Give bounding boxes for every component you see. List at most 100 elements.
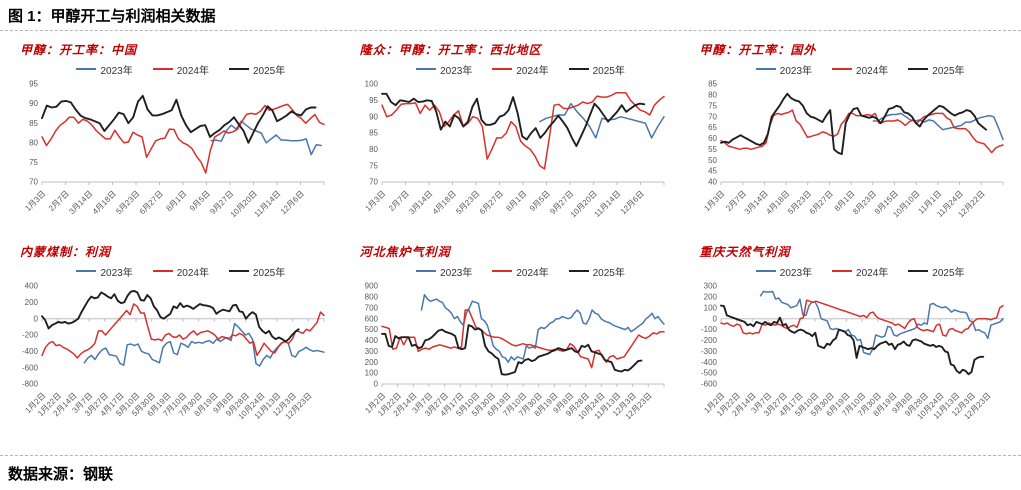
y-tick-label: -200 [701, 336, 718, 345]
page-title: 图 1：甲醇开工与利润相关数据 [8, 8, 216, 25]
y-tick-label: -400 [22, 347, 39, 356]
legend-label: 2025年 [252, 267, 286, 279]
y-tick-label: 200 [704, 293, 718, 302]
y-tick-label: -800 [22, 380, 39, 389]
legend-label: 2025年 [932, 65, 965, 77]
y-tick-label: 200 [364, 358, 378, 367]
legend-line-swatch [416, 68, 437, 70]
y-tick-label: 55 [708, 145, 717, 154]
x-tick-label: 6月27日 [808, 189, 835, 216]
data-source-text: 数据来源：钢联 [8, 466, 114, 483]
y-tick-label: 0 [34, 314, 39, 323]
legend-line-swatch [832, 68, 853, 70]
legend-item-2025年: 2025年 [568, 62, 625, 77]
y-tick-label: 80 [369, 145, 378, 154]
y-tick-label: 90 [29, 99, 38, 108]
y-tick-label: 0 [713, 314, 718, 323]
legend-line-swatch [416, 270, 437, 272]
legend-label: 2024年 [516, 267, 549, 279]
chart-title: 甲醇：开工率：中国 [20, 43, 138, 57]
y-tick-label: 80 [708, 91, 717, 100]
series-line-2023年 [872, 112, 1005, 141]
y-tick-label: 300 [704, 282, 718, 291]
y-tick-label: 400 [25, 282, 39, 291]
legend-item-2024年: 2024年 [492, 62, 549, 77]
chart-canvas: -600-500-400-300-200-10001002003001月2日1月… [701, 282, 1005, 421]
legend-label: 2024年 [856, 65, 889, 77]
x-tick-label: 4月18日 [430, 189, 457, 216]
legend-line-swatch [76, 270, 97, 272]
y-tick-label: -600 [701, 380, 718, 389]
legend-item-2023年: 2023年 [416, 62, 472, 77]
legend-label: 2024年 [856, 267, 889, 279]
legend-line-swatch [152, 68, 173, 70]
report-footer: 数据来源：钢联 [0, 455, 1021, 490]
series-line-2025年 [41, 289, 300, 343]
legend-item-2024年: 2024年 [492, 264, 549, 279]
y-tick-label: 100 [704, 303, 718, 312]
y-tick-label: 70 [29, 178, 38, 187]
chart-plot: -600 -500 -400 -300 -200 -100 0 100 200 300 1月2日 1月… [685, 280, 1015, 437]
legend-label: 2023年 [440, 65, 473, 77]
legend-label: 2025年 [592, 65, 625, 77]
y-tick-label: 70 [369, 178, 378, 187]
chart-canvas: -800-600-400-20002004001月2日1月22日2月14日3月7… [22, 282, 325, 421]
legend-line-swatch [568, 68, 589, 70]
legend-label: 2023年 [440, 267, 473, 279]
chart-legend: 2023年 2024年 2025年 [26, 264, 336, 279]
legend-item-2025年: 2025年 [228, 264, 286, 279]
legend-item-2024年: 2024年 [832, 62, 888, 77]
y-tick-label: 50 [708, 156, 717, 165]
legend-line-swatch [152, 270, 173, 272]
legend-label: 2024年 [176, 65, 209, 77]
chart-legend: 2023年 2024年 2025年 [705, 62, 1015, 77]
series-line-2025年 [720, 304, 985, 376]
series-line-2025年 [380, 92, 645, 148]
chart-kaigonglv-xibei: 隆众：甲醇：开工率：西北地区 2023年 2024年 2025年 70 75 80 85 9… [346, 39, 676, 235]
legend-line-swatch [228, 270, 249, 272]
chart-legend: 2023年 2024年 2025年 [366, 264, 676, 279]
x-tick-label: 5月23日 [114, 189, 141, 216]
y-tick-label: 80 [29, 138, 38, 147]
y-tick-label: 900 [364, 282, 378, 291]
y-tick-label: 95 [29, 80, 38, 89]
series-line-2023年 [538, 102, 665, 139]
legend-label: 2023年 [779, 65, 813, 77]
legend-item-2025年: 2025年 [568, 264, 625, 279]
series-line-2024年 [720, 299, 1005, 337]
chart-canvas: 01002003004005006007008009001月2日1月22日2月1… [363, 282, 665, 421]
legend-line-swatch [755, 270, 776, 272]
chart-legend: 2023年 2024年 2025年 [705, 264, 1015, 279]
y-tick-label: 75 [29, 158, 38, 167]
y-tick-label: -100 [701, 325, 718, 334]
y-tick-label: -400 [701, 358, 718, 367]
y-tick-label: 85 [369, 129, 378, 138]
x-tick-label: 1月3日 [703, 189, 727, 213]
chart-kaigonglv-guowai: 甲醇：开工率：国外 2023年 2024年 2025年 40 45 50 55 60 65 70… [685, 39, 1015, 235]
legend-label: 2023年 [100, 267, 133, 279]
y-tick-label: 85 [29, 119, 38, 128]
x-tick-label: 11月14日 [592, 189, 622, 219]
legend-line-swatch [755, 68, 776, 70]
legend-item-2023年: 2023年 [416, 264, 472, 279]
chart-hebei-jiaoluqi-lirun: 河北焦炉气利润 2023年 2024年 2025年 0 100 200 300 400 500… [346, 241, 676, 437]
chart-kaigonglv-china: 甲醇：开工率：中国 2023年 2024年 2025年 70 75 80 85 90 95 1月… [6, 39, 336, 235]
y-tick-label: 300 [364, 347, 378, 356]
legend-label: 2025年 [252, 65, 286, 77]
x-tick-label: 5月23日 [454, 189, 481, 216]
series-line-2023年 [420, 293, 665, 363]
legend-item-2023年: 2023年 [755, 264, 813, 279]
legend-line-swatch [568, 270, 589, 272]
legend-label: 2023年 [779, 267, 813, 279]
y-tick-label: 100 [364, 80, 378, 89]
x-tick-label: 3月14日 [407, 189, 434, 216]
report-header: 图 1：甲醇开工与利润相关数据 [0, 0, 1021, 31]
chart-plot: 0 100 200 300 400 500 600 700 800 900 1月2日 1月22日 2月1… [346, 280, 676, 437]
series-line-2024年 [380, 92, 665, 170]
legend-label: 2024年 [176, 267, 209, 279]
legend-item-2024年: 2024年 [152, 264, 209, 279]
series-line-2025年 [380, 324, 643, 376]
series-line-2025年 [720, 92, 988, 156]
y-tick-label: 75 [369, 161, 378, 170]
